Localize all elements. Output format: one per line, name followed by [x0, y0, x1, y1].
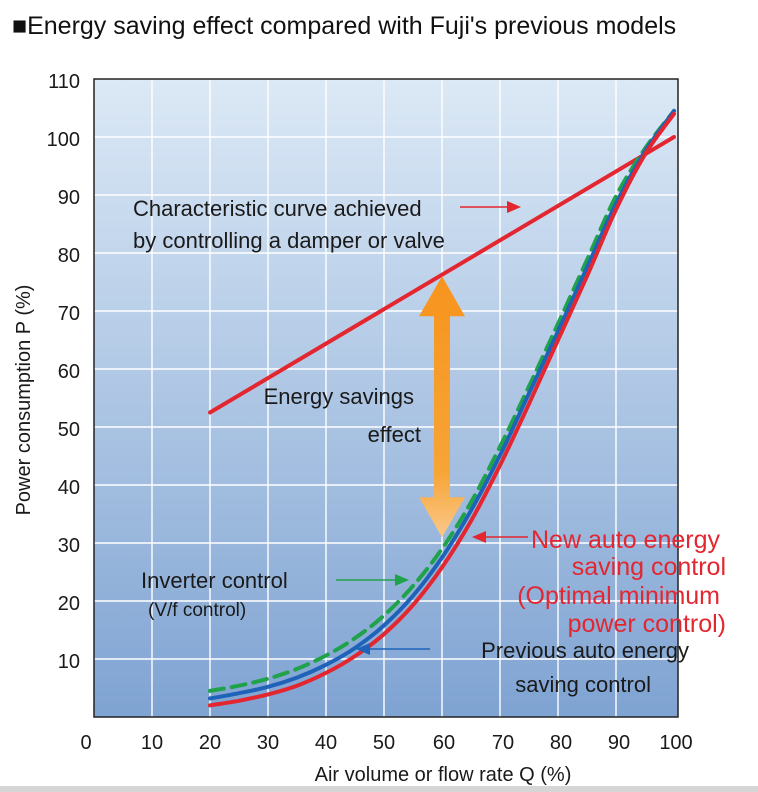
x-tick-label: 40	[315, 732, 337, 754]
new-control-label-line2: saving control	[572, 553, 726, 581]
x-tick-label: 20	[199, 732, 221, 754]
plot-area	[94, 79, 678, 717]
y-tick-labels: 10 20 30 40 50 60 70 80 90 100 110	[47, 71, 80, 673]
y-tick-label: 110	[48, 71, 80, 93]
new-control-pointer-arrow	[472, 531, 528, 543]
damper-pointer-arrow	[460, 201, 521, 213]
y-axis-label: Power consumption P (%)	[13, 285, 35, 516]
y-tick-label: 70	[58, 303, 80, 325]
inverter-label-line1: Inverter control	[141, 568, 288, 593]
x-tick-label: 90	[608, 732, 630, 754]
inverter-control-line	[208, 108, 676, 693]
bottom-divider	[0, 786, 758, 792]
series-layer	[208, 108, 676, 708]
y-tick-label: 100	[47, 129, 80, 151]
double-arrow-icon	[419, 276, 465, 538]
inverter-pointer-arrow	[336, 574, 409, 586]
inverter-label-line2: (V/f control)	[148, 600, 246, 621]
x-tick-label: 100	[659, 732, 692, 754]
y-tick-label: 80	[58, 245, 80, 267]
pointer-arrows	[336, 201, 528, 655]
savings-label-line1: Energy savings	[264, 384, 414, 409]
x-tick-label: 10	[141, 732, 163, 754]
new-control-label-line4: power control)	[568, 610, 726, 638]
new-control-label-line1: New auto energy	[531, 526, 721, 554]
x-tick-label: 0	[80, 732, 91, 754]
annotations: Characteristic curve achieved by control…	[133, 196, 726, 697]
x-axis-label: Air volume or flow rate Q (%)	[315, 764, 572, 786]
savings-label-line2: effect	[368, 422, 421, 447]
grid-lines	[94, 79, 678, 717]
damper-valve-line	[208, 135, 676, 415]
y-tick-label: 60	[58, 361, 80, 383]
y-tick-label: 90	[58, 187, 80, 209]
plot-frame	[93, 78, 679, 718]
new-auto-control-line	[208, 111, 676, 708]
energy-savings-arrow	[419, 276, 465, 538]
y-tick-label: 50	[58, 419, 80, 441]
x-tick-label: 80	[550, 732, 572, 754]
x-tick-label: 50	[373, 732, 395, 754]
previous-control-label-line2: saving control	[515, 672, 651, 697]
x-tick-label: 60	[433, 732, 455, 754]
damper-label-line2: by controlling a damper or valve	[133, 228, 445, 253]
damper-label-line1: Characteristic curve achieved	[133, 196, 422, 221]
x-tick-label: 30	[257, 732, 279, 754]
y-tick-label: 10	[58, 651, 80, 673]
y-tick-label: 20	[58, 593, 80, 615]
previous-control-pointer-arrow	[356, 643, 430, 655]
chart-title: ■Energy saving effect compared with Fuji…	[12, 12, 676, 40]
previous-auto-control-line	[208, 108, 676, 701]
y-tick-label: 30	[58, 535, 80, 557]
new-control-label-line3: (Optimal minimum	[517, 582, 720, 610]
x-tick-labels: 0 10 20 30 40 50 60 70 80 90 100	[80, 732, 692, 754]
previous-control-label-line1: Previous auto energy	[481, 638, 689, 663]
x-tick-label: 70	[492, 732, 514, 754]
y-tick-label: 40	[58, 477, 80, 499]
